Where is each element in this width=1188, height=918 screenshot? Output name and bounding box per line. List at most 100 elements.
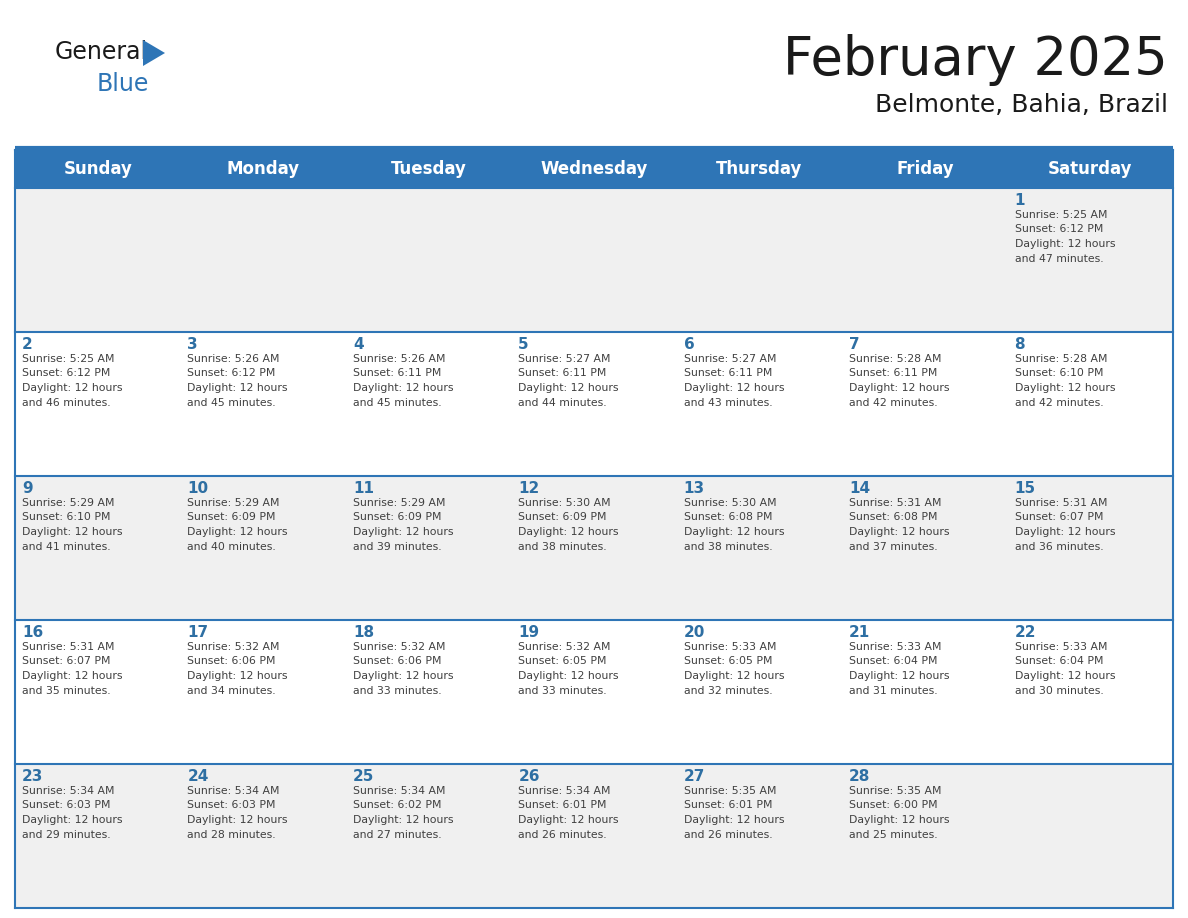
Text: Daylight: 12 hours: Daylight: 12 hours	[849, 383, 949, 393]
Text: 21: 21	[849, 625, 871, 640]
Text: Sunrise: 5:35 AM: Sunrise: 5:35 AM	[684, 786, 776, 796]
Bar	[511, 620, 677, 764]
Text: 24: 24	[188, 769, 209, 784]
Text: Daylight: 12 hours: Daylight: 12 hours	[1015, 671, 1116, 681]
Bar	[677, 332, 842, 476]
Text: and 43 minutes.: and 43 minutes.	[684, 397, 772, 408]
Polygon shape	[143, 40, 165, 66]
Text: 9: 9	[23, 481, 32, 496]
Text: Daylight: 12 hours: Daylight: 12 hours	[353, 671, 454, 681]
Text: Daylight: 12 hours: Daylight: 12 hours	[684, 815, 784, 825]
Text: 20: 20	[684, 625, 706, 640]
Text: 8: 8	[1015, 337, 1025, 352]
Text: 28: 28	[849, 769, 871, 784]
Text: Wednesday: Wednesday	[541, 160, 647, 178]
Text: and 42 minutes.: and 42 minutes.	[849, 397, 937, 408]
Text: 18: 18	[353, 625, 374, 640]
Bar	[181, 332, 346, 476]
Text: 15: 15	[1015, 481, 1036, 496]
Text: and 28 minutes.: and 28 minutes.	[188, 830, 276, 839]
Bar	[1007, 476, 1173, 620]
Text: and 33 minutes.: and 33 minutes.	[353, 686, 442, 696]
Text: Sunset: 6:05 PM: Sunset: 6:05 PM	[684, 656, 772, 666]
Text: and 44 minutes.: and 44 minutes.	[518, 397, 607, 408]
Text: and 46 minutes.: and 46 minutes.	[23, 397, 110, 408]
Text: Sunset: 6:11 PM: Sunset: 6:11 PM	[684, 368, 772, 378]
Bar	[15, 620, 181, 764]
Text: 1: 1	[1015, 193, 1025, 208]
Text: Sunrise: 5:27 AM: Sunrise: 5:27 AM	[518, 354, 611, 364]
Text: and 47 minutes.: and 47 minutes.	[1015, 253, 1104, 263]
Text: and 35 minutes.: and 35 minutes.	[23, 686, 110, 696]
Text: Sunrise: 5:33 AM: Sunrise: 5:33 AM	[684, 642, 776, 652]
Text: Daylight: 12 hours: Daylight: 12 hours	[684, 383, 784, 393]
Text: Sunrise: 5:35 AM: Sunrise: 5:35 AM	[849, 786, 942, 796]
Text: Sunset: 6:02 PM: Sunset: 6:02 PM	[353, 800, 442, 811]
Text: Sunset: 6:03 PM: Sunset: 6:03 PM	[188, 800, 276, 811]
Text: 19: 19	[518, 625, 539, 640]
Bar	[677, 476, 842, 620]
Text: Daylight: 12 hours: Daylight: 12 hours	[23, 671, 122, 681]
Text: Sunset: 6:11 PM: Sunset: 6:11 PM	[849, 368, 937, 378]
Text: Daylight: 12 hours: Daylight: 12 hours	[849, 671, 949, 681]
Text: Sunrise: 5:32 AM: Sunrise: 5:32 AM	[353, 642, 446, 652]
Text: Saturday: Saturday	[1048, 160, 1132, 178]
Text: 16: 16	[23, 625, 43, 640]
Text: Sunrise: 5:25 AM: Sunrise: 5:25 AM	[23, 354, 114, 364]
Text: Sunset: 6:12 PM: Sunset: 6:12 PM	[188, 368, 276, 378]
Text: Sunset: 6:06 PM: Sunset: 6:06 PM	[188, 656, 276, 666]
Text: and 27 minutes.: and 27 minutes.	[353, 830, 442, 839]
Text: February 2025: February 2025	[783, 34, 1168, 86]
Text: Daylight: 12 hours: Daylight: 12 hours	[353, 527, 454, 537]
Text: Sunrise: 5:34 AM: Sunrise: 5:34 AM	[353, 786, 446, 796]
Text: 10: 10	[188, 481, 209, 496]
Text: and 42 minutes.: and 42 minutes.	[1015, 397, 1104, 408]
Text: Daylight: 12 hours: Daylight: 12 hours	[518, 815, 619, 825]
Bar	[181, 476, 346, 620]
Bar	[15, 332, 181, 476]
Text: and 38 minutes.: and 38 minutes.	[684, 542, 772, 552]
Text: Thursday: Thursday	[716, 160, 803, 178]
Bar	[346, 764, 511, 908]
Text: General: General	[55, 40, 148, 64]
Bar	[1007, 332, 1173, 476]
Bar	[181, 764, 346, 908]
Bar	[677, 188, 842, 332]
Text: Sunset: 6:09 PM: Sunset: 6:09 PM	[188, 512, 276, 522]
Text: Sunset: 6:07 PM: Sunset: 6:07 PM	[23, 656, 110, 666]
Text: and 32 minutes.: and 32 minutes.	[684, 686, 772, 696]
Text: Sunrise: 5:28 AM: Sunrise: 5:28 AM	[849, 354, 942, 364]
Text: Daylight: 12 hours: Daylight: 12 hours	[188, 815, 287, 825]
Text: and 38 minutes.: and 38 minutes.	[518, 542, 607, 552]
Text: Tuesday: Tuesday	[391, 160, 467, 178]
Bar	[15, 188, 181, 332]
Text: 26: 26	[518, 769, 539, 784]
Text: Daylight: 12 hours: Daylight: 12 hours	[518, 383, 619, 393]
Text: 12: 12	[518, 481, 539, 496]
Text: and 30 minutes.: and 30 minutes.	[1015, 686, 1104, 696]
Text: Daylight: 12 hours: Daylight: 12 hours	[518, 527, 619, 537]
Text: Sunset: 6:07 PM: Sunset: 6:07 PM	[1015, 512, 1104, 522]
Text: and 37 minutes.: and 37 minutes.	[849, 542, 937, 552]
Text: and 31 minutes.: and 31 minutes.	[849, 686, 937, 696]
Text: and 26 minutes.: and 26 minutes.	[684, 830, 772, 839]
Bar	[511, 188, 677, 332]
Bar	[15, 150, 1173, 188]
Text: Sunrise: 5:29 AM: Sunrise: 5:29 AM	[353, 498, 446, 508]
Text: 5: 5	[518, 337, 529, 352]
Text: Daylight: 12 hours: Daylight: 12 hours	[188, 383, 287, 393]
Bar	[842, 764, 1007, 908]
Text: Daylight: 12 hours: Daylight: 12 hours	[518, 671, 619, 681]
Text: Sunrise: 5:31 AM: Sunrise: 5:31 AM	[1015, 498, 1107, 508]
Text: 2: 2	[23, 337, 33, 352]
Text: Sunset: 6:12 PM: Sunset: 6:12 PM	[1015, 225, 1102, 234]
Text: Sunset: 6:05 PM: Sunset: 6:05 PM	[518, 656, 607, 666]
Text: Sunset: 6:12 PM: Sunset: 6:12 PM	[23, 368, 110, 378]
Bar	[346, 188, 511, 332]
Bar	[181, 620, 346, 764]
Text: Daylight: 12 hours: Daylight: 12 hours	[849, 815, 949, 825]
Text: 11: 11	[353, 481, 374, 496]
Text: 4: 4	[353, 337, 364, 352]
Text: 6: 6	[684, 337, 695, 352]
Text: Sunrise: 5:29 AM: Sunrise: 5:29 AM	[23, 498, 114, 508]
